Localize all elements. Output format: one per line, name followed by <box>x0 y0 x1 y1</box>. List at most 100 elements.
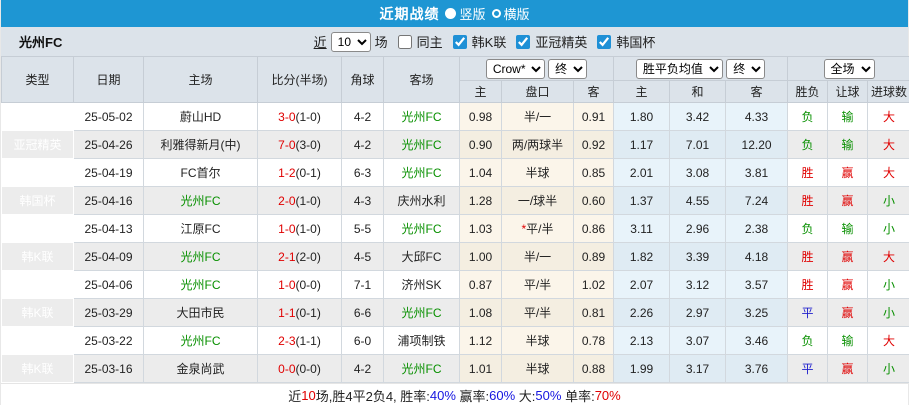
results-table: 类型 日期 主场 比分(半场) 角球 客场 Crow* 终 胜平负均值 终 全场 <box>1 56 909 383</box>
handicap: 两/两球半 <box>501 130 574 159</box>
odds-time-select[interactable]: 终 <box>548 58 588 79</box>
corner-score: 4-5 <box>341 242 384 271</box>
corner-score: 4-3 <box>341 186 384 215</box>
handicap: 半球 <box>501 326 574 355</box>
match-type: 韩K联 <box>1 326 74 355</box>
corner-score: 6-3 <box>341 158 384 187</box>
summary-handicap-label: 赢率: <box>455 388 490 404</box>
match-date: 25-03-22 <box>73 326 144 355</box>
avg-win: 2.07 <box>613 270 671 299</box>
match-date: 25-04-26 <box>73 130 144 159</box>
match-count-select[interactable]: 10 <box>330 31 371 52</box>
avg-draw: 3.17 <box>669 354 727 383</box>
home-team: 光州FC <box>143 186 258 215</box>
home-team: 大田市民 <box>143 298 258 327</box>
odds-home: 0.87 <box>459 270 502 299</box>
odds-home: 1.04 <box>459 158 502 187</box>
view-horizontal-radio[interactable]: 横版 <box>491 4 530 23</box>
subcol-avg-lose: 客 <box>725 80 789 103</box>
summary-count: 10 <box>301 387 316 403</box>
corner-score: 4-2 <box>341 102 384 131</box>
goals-result: 小 <box>867 298 909 327</box>
match-score: 0-0(0-0) <box>257 354 342 383</box>
avg-draw: 3.07 <box>669 326 727 355</box>
avg-type-select[interactable]: 胜平负均值 <box>635 58 723 79</box>
avg-win: 3.11 <box>613 214 671 243</box>
match-date: 25-03-16 <box>73 354 144 383</box>
summary-win-rate: 40% <box>429 387 456 403</box>
away-team: 庆州水利 <box>383 186 460 215</box>
avg-draw: 3.12 <box>669 270 727 299</box>
handicap-result: 赢 <box>827 270 869 299</box>
col-header-date: 日期 <box>73 56 144 103</box>
subcol-goals: 进球数 <box>867 80 909 103</box>
goals-result: 小 <box>867 186 909 215</box>
summary-single-rate: 70% <box>594 387 621 403</box>
subcol-odds-home: 主 <box>459 80 502 103</box>
handicap-result: 赢 <box>827 158 869 187</box>
summary-near: 近 <box>288 388 302 404</box>
away-team: 光州FC <box>383 102 460 131</box>
view-vertical-radio[interactable]: 竖版 <box>445 4 486 23</box>
result: 胜 <box>787 270 829 299</box>
avg-time-select[interactable]: 终 <box>726 58 766 79</box>
scope-select[interactable]: 全场 <box>823 58 875 79</box>
goals-result: 小 <box>867 354 909 383</box>
handicap-result: 输 <box>827 130 869 159</box>
same-home-checkbox[interactable] <box>397 34 412 49</box>
result: 平 <box>787 298 829 327</box>
odds-away: 0.81 <box>572 298 615 327</box>
match-type: 韩K联 <box>1 298 74 327</box>
avg-lose: 7.24 <box>725 186 789 215</box>
near-link[interactable]: 近 <box>313 35 327 50</box>
avg-lose: 3.46 <box>725 326 789 355</box>
match-date: 25-04-09 <box>73 242 144 271</box>
team-name: 光州FC <box>19 35 63 50</box>
subcol-odds-away: 客 <box>572 80 615 103</box>
odds-away: 0.92 <box>572 130 615 159</box>
league-acl-checkbox[interactable] <box>516 34 531 49</box>
odds-home: 1.03 <box>459 214 502 243</box>
result: 负 <box>787 102 829 131</box>
odds-away: 0.60 <box>572 186 615 215</box>
match-type: 韩K联 <box>1 242 74 271</box>
match-score: 1-0(0-0) <box>257 270 342 299</box>
avg-draw: 7.01 <box>669 130 727 159</box>
home-team: 江原FC <box>143 214 258 243</box>
league-cup-checkbox[interactable] <box>597 34 612 49</box>
games-label: 场 <box>374 35 388 50</box>
handicap: 半/一 <box>501 102 574 131</box>
odds-company-select[interactable]: Crow* <box>485 58 545 79</box>
avg-win: 1.99 <box>613 354 671 383</box>
home-team: 蔚山HD <box>143 102 258 131</box>
away-team: 浦项制铁 <box>383 326 460 355</box>
goals-result: 小 <box>867 270 909 299</box>
corner-score: 5-5 <box>341 214 384 243</box>
match-date: 25-04-16 <box>73 186 144 215</box>
odds-away: 0.86 <box>572 214 615 243</box>
match-type: 韩K联 <box>1 158 74 187</box>
table-row: 韩K联 25-03-22 光州FC 2-3(1-1) 6-0 浦项制铁 1.12… <box>1 326 909 355</box>
col-header-score: 比分(半场) <box>257 56 342 103</box>
odds-away: 0.91 <box>572 102 615 131</box>
away-team: 光州FC <box>383 214 460 243</box>
avg-win: 2.26 <box>613 298 671 327</box>
avg-lose: 4.33 <box>725 102 789 131</box>
match-date: 25-04-06 <box>73 270 144 299</box>
corner-score: 6-6 <box>341 298 384 327</box>
subcol-result: 胜负 <box>787 80 829 103</box>
result: 胜 <box>787 158 829 187</box>
corner-score: 7-1 <box>341 270 384 299</box>
league-k1-checkbox[interactable] <box>452 34 467 49</box>
avg-draw: 2.96 <box>669 214 727 243</box>
avg-lose: 3.76 <box>725 354 789 383</box>
odds-home: 1.28 <box>459 186 502 215</box>
avg-win: 1.37 <box>613 186 671 215</box>
handicap: 半球 <box>501 354 574 383</box>
odds-home: 1.12 <box>459 326 502 355</box>
match-date: 25-04-13 <box>73 214 144 243</box>
summary-big-rate: 50% <box>535 387 562 403</box>
odds-away: 0.88 <box>572 354 615 383</box>
handicap-result: 赢 <box>827 186 869 215</box>
